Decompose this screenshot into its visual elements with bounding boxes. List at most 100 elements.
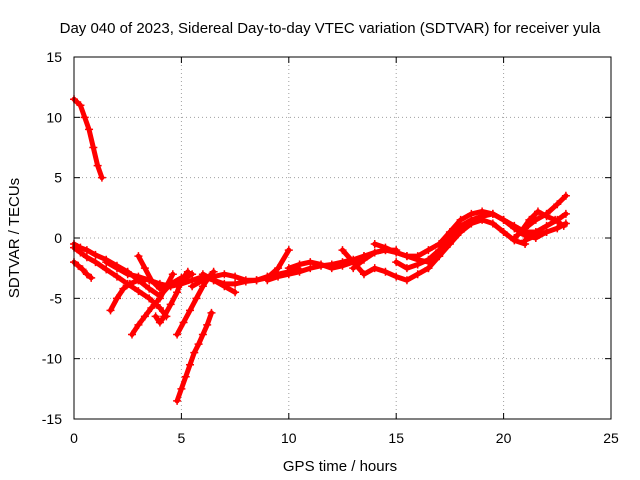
trace-line: [264, 253, 367, 283]
data-point: [147, 276, 156, 285]
data-point: [91, 258, 100, 267]
data-point: [488, 219, 497, 228]
data-point: [82, 270, 91, 279]
data-point: [521, 236, 530, 245]
data-point: [516, 227, 525, 236]
data-point: [151, 312, 160, 321]
data-point: [80, 113, 89, 122]
data-point: [207, 308, 216, 317]
data-point: [181, 372, 190, 381]
data-point: [147, 303, 156, 312]
data-point: [198, 270, 207, 279]
data-point: [134, 252, 143, 261]
data-point: [499, 227, 508, 236]
series-arc-2: [70, 240, 186, 300]
data-point: [166, 300, 175, 309]
series-arc-23: [521, 219, 570, 245]
data-point: [424, 255, 433, 264]
data-point: [177, 276, 186, 285]
data-point: [140, 312, 149, 321]
data-point: [241, 277, 250, 286]
data-point: [413, 252, 422, 261]
data-point: [93, 161, 102, 170]
data-traces: [70, 95, 570, 405]
data-point: [338, 261, 347, 270]
data-point: [531, 231, 540, 240]
data-point: [561, 219, 570, 228]
data-point: [510, 221, 519, 230]
data-point: [553, 200, 562, 209]
data-point: [82, 253, 91, 262]
data-point: [220, 270, 229, 279]
data-point: [91, 250, 100, 259]
data-point: [145, 294, 154, 303]
data-point: [467, 219, 476, 228]
data-point: [127, 330, 136, 339]
data-point: [112, 264, 121, 273]
data-point: [155, 294, 164, 303]
data-point: [173, 288, 182, 297]
data-point: [194, 340, 203, 349]
data-point: [445, 240, 454, 249]
data-point: [370, 240, 379, 249]
data-point: [102, 258, 111, 267]
data-point: [192, 294, 201, 303]
chart-title: Day 040 of 2023, Sidereal Day-to-day VTE…: [60, 20, 601, 37]
data-point: [392, 248, 401, 257]
trace-line: [425, 217, 528, 271]
y-tick-label: 0: [54, 230, 62, 246]
data-point: [160, 312, 169, 321]
data-point: [231, 279, 240, 288]
x-tick-label: 20: [496, 430, 512, 446]
data-point: [488, 209, 497, 218]
series-arc-6: [106, 276, 149, 315]
data-point: [155, 284, 164, 293]
data-point: [370, 248, 379, 257]
data-point: [435, 252, 444, 261]
data-point: [338, 246, 347, 255]
data-point: [561, 191, 570, 200]
data-point: [252, 276, 261, 285]
y-tick-label: 10: [46, 109, 62, 125]
data-point: [499, 215, 508, 224]
data-point: [413, 270, 422, 279]
data-point: [183, 267, 192, 276]
data-point: [561, 209, 570, 218]
data-point: [188, 270, 197, 279]
data-point: [145, 284, 154, 293]
data-point: [263, 276, 272, 285]
data-point: [112, 294, 121, 303]
data-point: [203, 320, 212, 329]
data-point: [284, 246, 293, 255]
y-tick-label: 5: [54, 170, 62, 186]
series-arc-10: [173, 308, 216, 405]
data-point: [349, 264, 358, 273]
data-point: [370, 264, 379, 273]
data-point: [106, 306, 115, 315]
data-point: [76, 101, 85, 110]
data-point: [533, 207, 542, 216]
data-point: [359, 255, 368, 264]
x-tick-label: 25: [603, 430, 619, 446]
data-point: [78, 265, 87, 274]
data-point: [381, 243, 390, 252]
series-arc-9: [151, 267, 192, 327]
data-point: [173, 396, 182, 405]
data-point: [125, 279, 134, 288]
data-point: [327, 264, 336, 273]
data-point: [402, 276, 411, 285]
data-point: [542, 227, 551, 236]
data-point: [87, 273, 96, 282]
axis-ticks: 0 5 10 15 20 25 -15 -10 -5 0 5 10 15: [42, 49, 619, 446]
data-point: [295, 267, 304, 276]
data-point: [424, 264, 433, 273]
data-point: [173, 330, 182, 339]
data-point: [102, 265, 111, 274]
data-point: [185, 360, 194, 369]
series-arc-20: [424, 215, 530, 273]
data-point: [381, 267, 390, 276]
grid: [74, 57, 611, 419]
data-point: [525, 215, 534, 224]
data-point: [392, 258, 401, 267]
